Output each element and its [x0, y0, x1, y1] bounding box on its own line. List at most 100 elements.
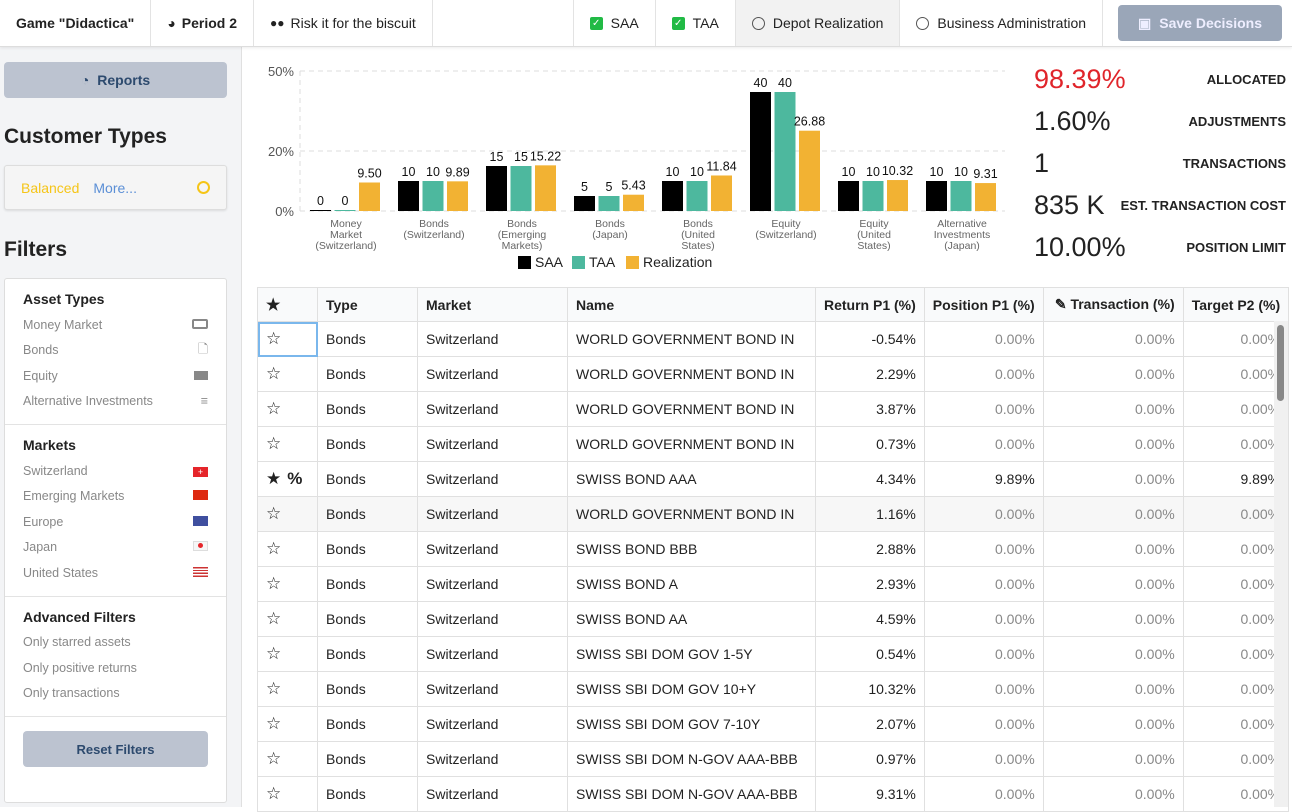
- filter-item[interactable]: United States: [23, 560, 208, 586]
- cell-tr[interactable]: 0.00%: [1042, 671, 1184, 707]
- star-outline-icon[interactable]: ☆: [266, 364, 282, 383]
- star-cell[interactable]: ☆: [257, 706, 318, 742]
- star-cell[interactable]: ☆: [257, 636, 318, 672]
- data-label: 5: [606, 180, 613, 194]
- bar-realization: [887, 180, 908, 211]
- filter-item[interactable]: Switzerland +: [23, 458, 208, 484]
- header-transaction[interactable]: ✎ Transaction (%): [1042, 287, 1184, 322]
- star-cell[interactable]: ☆: [257, 776, 318, 812]
- cell-tr[interactable]: 0.00%: [1042, 496, 1184, 532]
- tab-business-administration[interactable]: Business Administration: [900, 0, 1104, 46]
- star-cell[interactable]: ☆: [257, 321, 318, 357]
- star-outline-icon[interactable]: ☆: [266, 434, 282, 453]
- table-row[interactable]: ☆ Bonds Switzerland WORLD GOVERNMENT BOND I…: [257, 426, 1290, 462]
- star-cell[interactable]: ☆: [257, 741, 318, 777]
- filter-item[interactable]: Money Market: [23, 312, 208, 338]
- cell-tr[interactable]: 0.00%: [1042, 531, 1184, 567]
- filters-panel: Asset Types Money Market Bonds 🗋 Equity Alter…: [4, 278, 227, 803]
- cell-tr[interactable]: 0.00%: [1042, 741, 1184, 777]
- header-market[interactable]: Market: [417, 287, 568, 322]
- table-row[interactable]: ☆ Bonds Switzerland SWISS SBI DOM GOV 1-5Y 0…: [257, 636, 1290, 672]
- star-cell[interactable]: ☆: [257, 391, 318, 427]
- filter-item[interactable]: Only transactions: [23, 686, 120, 701]
- save-decisions-button[interactable]: ▣ Save Decisions: [1118, 5, 1282, 41]
- star-outline-icon[interactable]: ☆: [266, 784, 282, 803]
- filter-item[interactable]: Alternative Investments ≡: [23, 394, 208, 409]
- cell-tr[interactable]: 0.00%: [1042, 321, 1184, 357]
- reports-button[interactable]: ◔ Reports: [4, 62, 227, 98]
- tab-saa[interactable]: ✓ SAA: [574, 0, 656, 46]
- table-row[interactable]: ☆ Bonds Switzerland SWISS SBI DOM N-GOV AAA…: [257, 776, 1290, 812]
- filter-item[interactable]: Only starred assets: [23, 635, 131, 650]
- star-outline-icon[interactable]: ☆: [266, 679, 282, 698]
- star-column-header[interactable]: ★: [257, 287, 318, 322]
- header-target[interactable]: Target P2 (%): [1182, 287, 1290, 322]
- table-row[interactable]: ☆ Bonds Switzerland WORLD GOVERNMENT BOND I…: [257, 356, 1290, 392]
- tab-taa[interactable]: ✓ TAA: [656, 0, 736, 46]
- cell-ret: 0.54%: [815, 636, 925, 672]
- star-cell[interactable]: ☆: [257, 426, 318, 462]
- star-outline-icon[interactable]: ☆: [266, 399, 282, 418]
- more-link[interactable]: More...: [93, 179, 137, 196]
- filter-item[interactable]: Only positive returns: [23, 660, 137, 675]
- star-outline-icon[interactable]: ☆: [266, 749, 282, 768]
- table-row[interactable]: ☆ Bonds Switzerland SWISS SBI DOM GOV 7-10Y…: [257, 706, 1290, 742]
- star-outline-icon[interactable]: ☆: [266, 609, 282, 628]
- cell-tgt: 0.00%: [1182, 321, 1290, 357]
- header-return[interactable]: Return P1 (%): [815, 287, 925, 322]
- scrollbar-thumb[interactable]: [1277, 325, 1284, 401]
- cell-ret: 2.07%: [815, 706, 925, 742]
- star-cell[interactable]: ☆: [257, 671, 318, 707]
- cell-tr[interactable]: 0.00%: [1042, 391, 1184, 427]
- cell-tr[interactable]: 0.00%: [1042, 636, 1184, 672]
- table-row[interactable]: ☆ Bonds Switzerland WORLD GOVERNMENT BOND I…: [257, 321, 1290, 357]
- star-cell[interactable]: ★%: [257, 461, 318, 497]
- star-cell[interactable]: ☆: [257, 601, 318, 637]
- star-outline-icon[interactable]: ☆: [266, 329, 282, 348]
- table-row[interactable]: ☆ Bonds Switzerland SWISS BOND A 2.93% 0.00% 0…: [257, 566, 1290, 602]
- star-outline-icon[interactable]: ☆: [266, 574, 282, 593]
- table-row[interactable]: ★% Bonds Switzerland SWISS BOND AAA 4.34% 9.8…: [257, 461, 1290, 497]
- tab-depot-realization[interactable]: Depot Realization: [735, 0, 901, 46]
- star-outline-icon[interactable]: ☆: [266, 644, 282, 663]
- filter-item[interactable]: Emerging Markets: [23, 484, 208, 510]
- header-type[interactable]: Type: [317, 287, 418, 322]
- cell-tr[interactable]: 0.00%: [1042, 566, 1184, 602]
- table-scrollbar[interactable]: [1274, 321, 1288, 807]
- cell-tr[interactable]: 0.00%: [1042, 601, 1184, 637]
- cell-tr[interactable]: 0.00%: [1042, 356, 1184, 392]
- filter-item[interactable]: Europe: [23, 509, 208, 535]
- filter-item[interactable]: Japan: [23, 535, 208, 561]
- cell-tr[interactable]: 0.00%: [1042, 426, 1184, 462]
- cell-pos: 0.00%: [923, 496, 1044, 532]
- cell-market: Switzerland: [417, 531, 568, 567]
- filter-item[interactable]: Equity: [23, 363, 208, 389]
- table-row[interactable]: ☆ Bonds Switzerland SWISS SBI DOM GOV 10+Y 1…: [257, 671, 1290, 707]
- table-row[interactable]: ☆ Bonds Switzerland WORLD GOVERNMENT BOND I…: [257, 496, 1290, 532]
- cell-tgt: 0.00%: [1182, 391, 1290, 427]
- star-cell[interactable]: ☆: [257, 356, 318, 392]
- star-cell[interactable]: ☆: [257, 531, 318, 567]
- cell-tr[interactable]: 0.00%: [1042, 461, 1184, 497]
- x-tick-label: Markets): [502, 240, 543, 252]
- customer-type-balanced[interactable]: Balanced: [21, 179, 80, 196]
- star-cell[interactable]: ☆: [257, 566, 318, 602]
- circle-icon[interactable]: [197, 181, 210, 194]
- cell-tr[interactable]: 0.00%: [1042, 706, 1184, 742]
- star-filled-icon[interactable]: ★: [266, 469, 282, 488]
- star-outline-icon[interactable]: ☆: [266, 504, 282, 523]
- star-outline-icon[interactable]: ☆: [266, 539, 282, 558]
- star-outline-icon[interactable]: ☆: [266, 714, 282, 733]
- x-tick-label: (Emerging: [498, 229, 547, 241]
- table-row[interactable]: ☆ Bonds Switzerland SWISS BOND BBB 2.88% 0.00…: [257, 531, 1290, 567]
- table-row[interactable]: ☆ Bonds Switzerland SWISS SBI DOM N-GOV AAA…: [257, 741, 1290, 777]
- header-name[interactable]: Name: [567, 287, 816, 322]
- bar-realization: [447, 181, 468, 211]
- table-row[interactable]: ☆ Bonds Switzerland SWISS BOND AA 4.59% 0.00%…: [257, 601, 1290, 637]
- reset-filters-button[interactable]: Reset Filters: [23, 731, 208, 767]
- cell-tr[interactable]: 0.00%: [1042, 776, 1184, 812]
- table-row[interactable]: ☆ Bonds Switzerland WORLD GOVERNMENT BOND I…: [257, 391, 1290, 427]
- filter-item[interactable]: Bonds 🗋: [23, 338, 208, 364]
- header-position[interactable]: Position P1 (%): [923, 287, 1044, 322]
- star-cell[interactable]: ☆: [257, 496, 318, 532]
